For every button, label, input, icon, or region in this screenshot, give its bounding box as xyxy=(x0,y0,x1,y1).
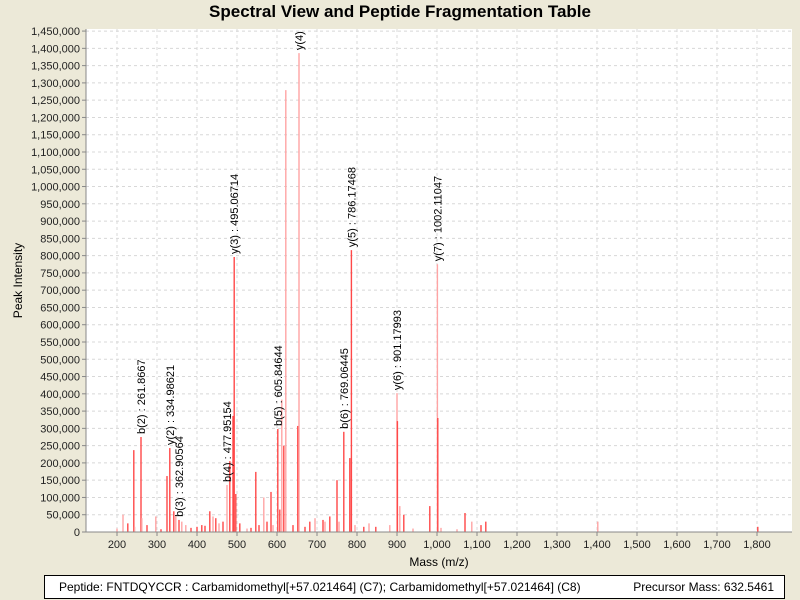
y-axis-label: Peak Intensity xyxy=(11,243,25,318)
y-tick-label: 200,000 xyxy=(40,458,80,470)
y-tick-label: 1,000,000 xyxy=(31,182,80,194)
y-tick-label: 300,000 xyxy=(40,423,80,435)
y-tick-label: 100,000 xyxy=(40,492,80,504)
y-tick-label: 450,000 xyxy=(40,372,80,384)
y-tick-label: 800,000 xyxy=(40,251,80,263)
x-tick-label: 900 xyxy=(388,539,406,551)
x-tick-label: 1,600 xyxy=(663,539,691,551)
x-tick-label: 500 xyxy=(228,539,246,551)
x-tick-label: 300 xyxy=(148,539,166,551)
y-tick-label: 1,100,000 xyxy=(31,147,80,159)
x-tick-label: 1,500 xyxy=(623,539,651,551)
y-tick-label: 1,300,000 xyxy=(31,78,80,90)
peak-annotation: b(5) : 605.84644 xyxy=(273,345,285,426)
peak-annotation: y(3) : 495.06714 xyxy=(229,174,241,254)
y-tick-label: 700,000 xyxy=(40,285,80,297)
x-tick-label: 1,800 xyxy=(743,539,771,551)
peak-annotation: b(6) : 769.06445 xyxy=(339,348,351,429)
y-tick-label: 600,000 xyxy=(40,320,80,332)
peak-annotation: y(7) : 1002.11047 xyxy=(432,176,444,261)
y-tick-label: 1,050,000 xyxy=(31,164,80,176)
peak-annotation: y(4) xyxy=(294,31,306,50)
y-tick-label: 250,000 xyxy=(40,441,80,453)
x-tick-label: 1,100 xyxy=(463,539,491,551)
x-tick-label: 600 xyxy=(268,539,286,551)
y-tick-label: 1,400,000 xyxy=(31,43,80,55)
y-tick-label: 1,350,000 xyxy=(31,61,80,73)
x-tick-label: 1,300 xyxy=(543,539,571,551)
precursor-mass: Precursor Mass: 632.5461 xyxy=(633,580,774,594)
peak-annotation: b(4) : 477.95154 xyxy=(222,401,234,482)
peak-annotation: b(3) : 362.90564 xyxy=(174,436,186,517)
peak-annotation: b(2) : 261.8667 xyxy=(136,359,148,434)
y-tick-label: 350,000 xyxy=(40,406,80,418)
y-tick-label: 1,250,000 xyxy=(31,95,80,107)
peak-annotation: y(6) : 901.17993 xyxy=(392,310,404,390)
x-tick-label: 700 xyxy=(308,539,326,551)
y-tick-label: 900,000 xyxy=(40,216,80,228)
y-tick-label: 400,000 xyxy=(40,389,80,401)
y-tick-label: 950,000 xyxy=(40,199,80,211)
x-tick-label: 1,400 xyxy=(583,539,611,551)
y-tick-label: 1,200,000 xyxy=(31,112,80,124)
peptide-info-box: Peptide: FNTDQYCCR : Carbamidomethyl[+57… xyxy=(44,575,785,599)
y-tick-label: 850,000 xyxy=(40,233,80,245)
y-tick-label: 150,000 xyxy=(40,475,80,487)
peak-annotation: y(5) : 786.17468 xyxy=(346,167,358,247)
x-tick-label: 1,000 xyxy=(423,539,451,551)
x-tick-label: 1,200 xyxy=(503,539,531,551)
chart-title: Spectral View and Peptide Fragmentation … xyxy=(209,2,591,21)
y-tick-label: 50,000 xyxy=(46,510,80,522)
plot-area xyxy=(86,29,792,532)
y-tick-label: 550,000 xyxy=(40,337,80,349)
y-tick-label: 650,000 xyxy=(40,302,80,314)
y-tick-label: 1,150,000 xyxy=(31,130,80,142)
x-tick-label: 200 xyxy=(108,539,126,551)
peptide-info: Peptide: FNTDQYCCR : Carbamidomethyl[+57… xyxy=(59,580,581,594)
y-tick-label: 500,000 xyxy=(40,354,80,366)
y-tick-label: 0 xyxy=(74,527,80,539)
x-tick-label: 1,700 xyxy=(703,539,731,551)
x-axis-label: Mass (m/z) xyxy=(409,555,468,569)
x-tick-label: 400 xyxy=(188,539,206,551)
peak-annotation: y(2) : 334.98621 xyxy=(165,365,177,445)
y-tick-label: 1,450,000 xyxy=(31,26,80,38)
y-tick-label: 750,000 xyxy=(40,268,80,280)
x-tick-label: 800 xyxy=(348,539,366,551)
